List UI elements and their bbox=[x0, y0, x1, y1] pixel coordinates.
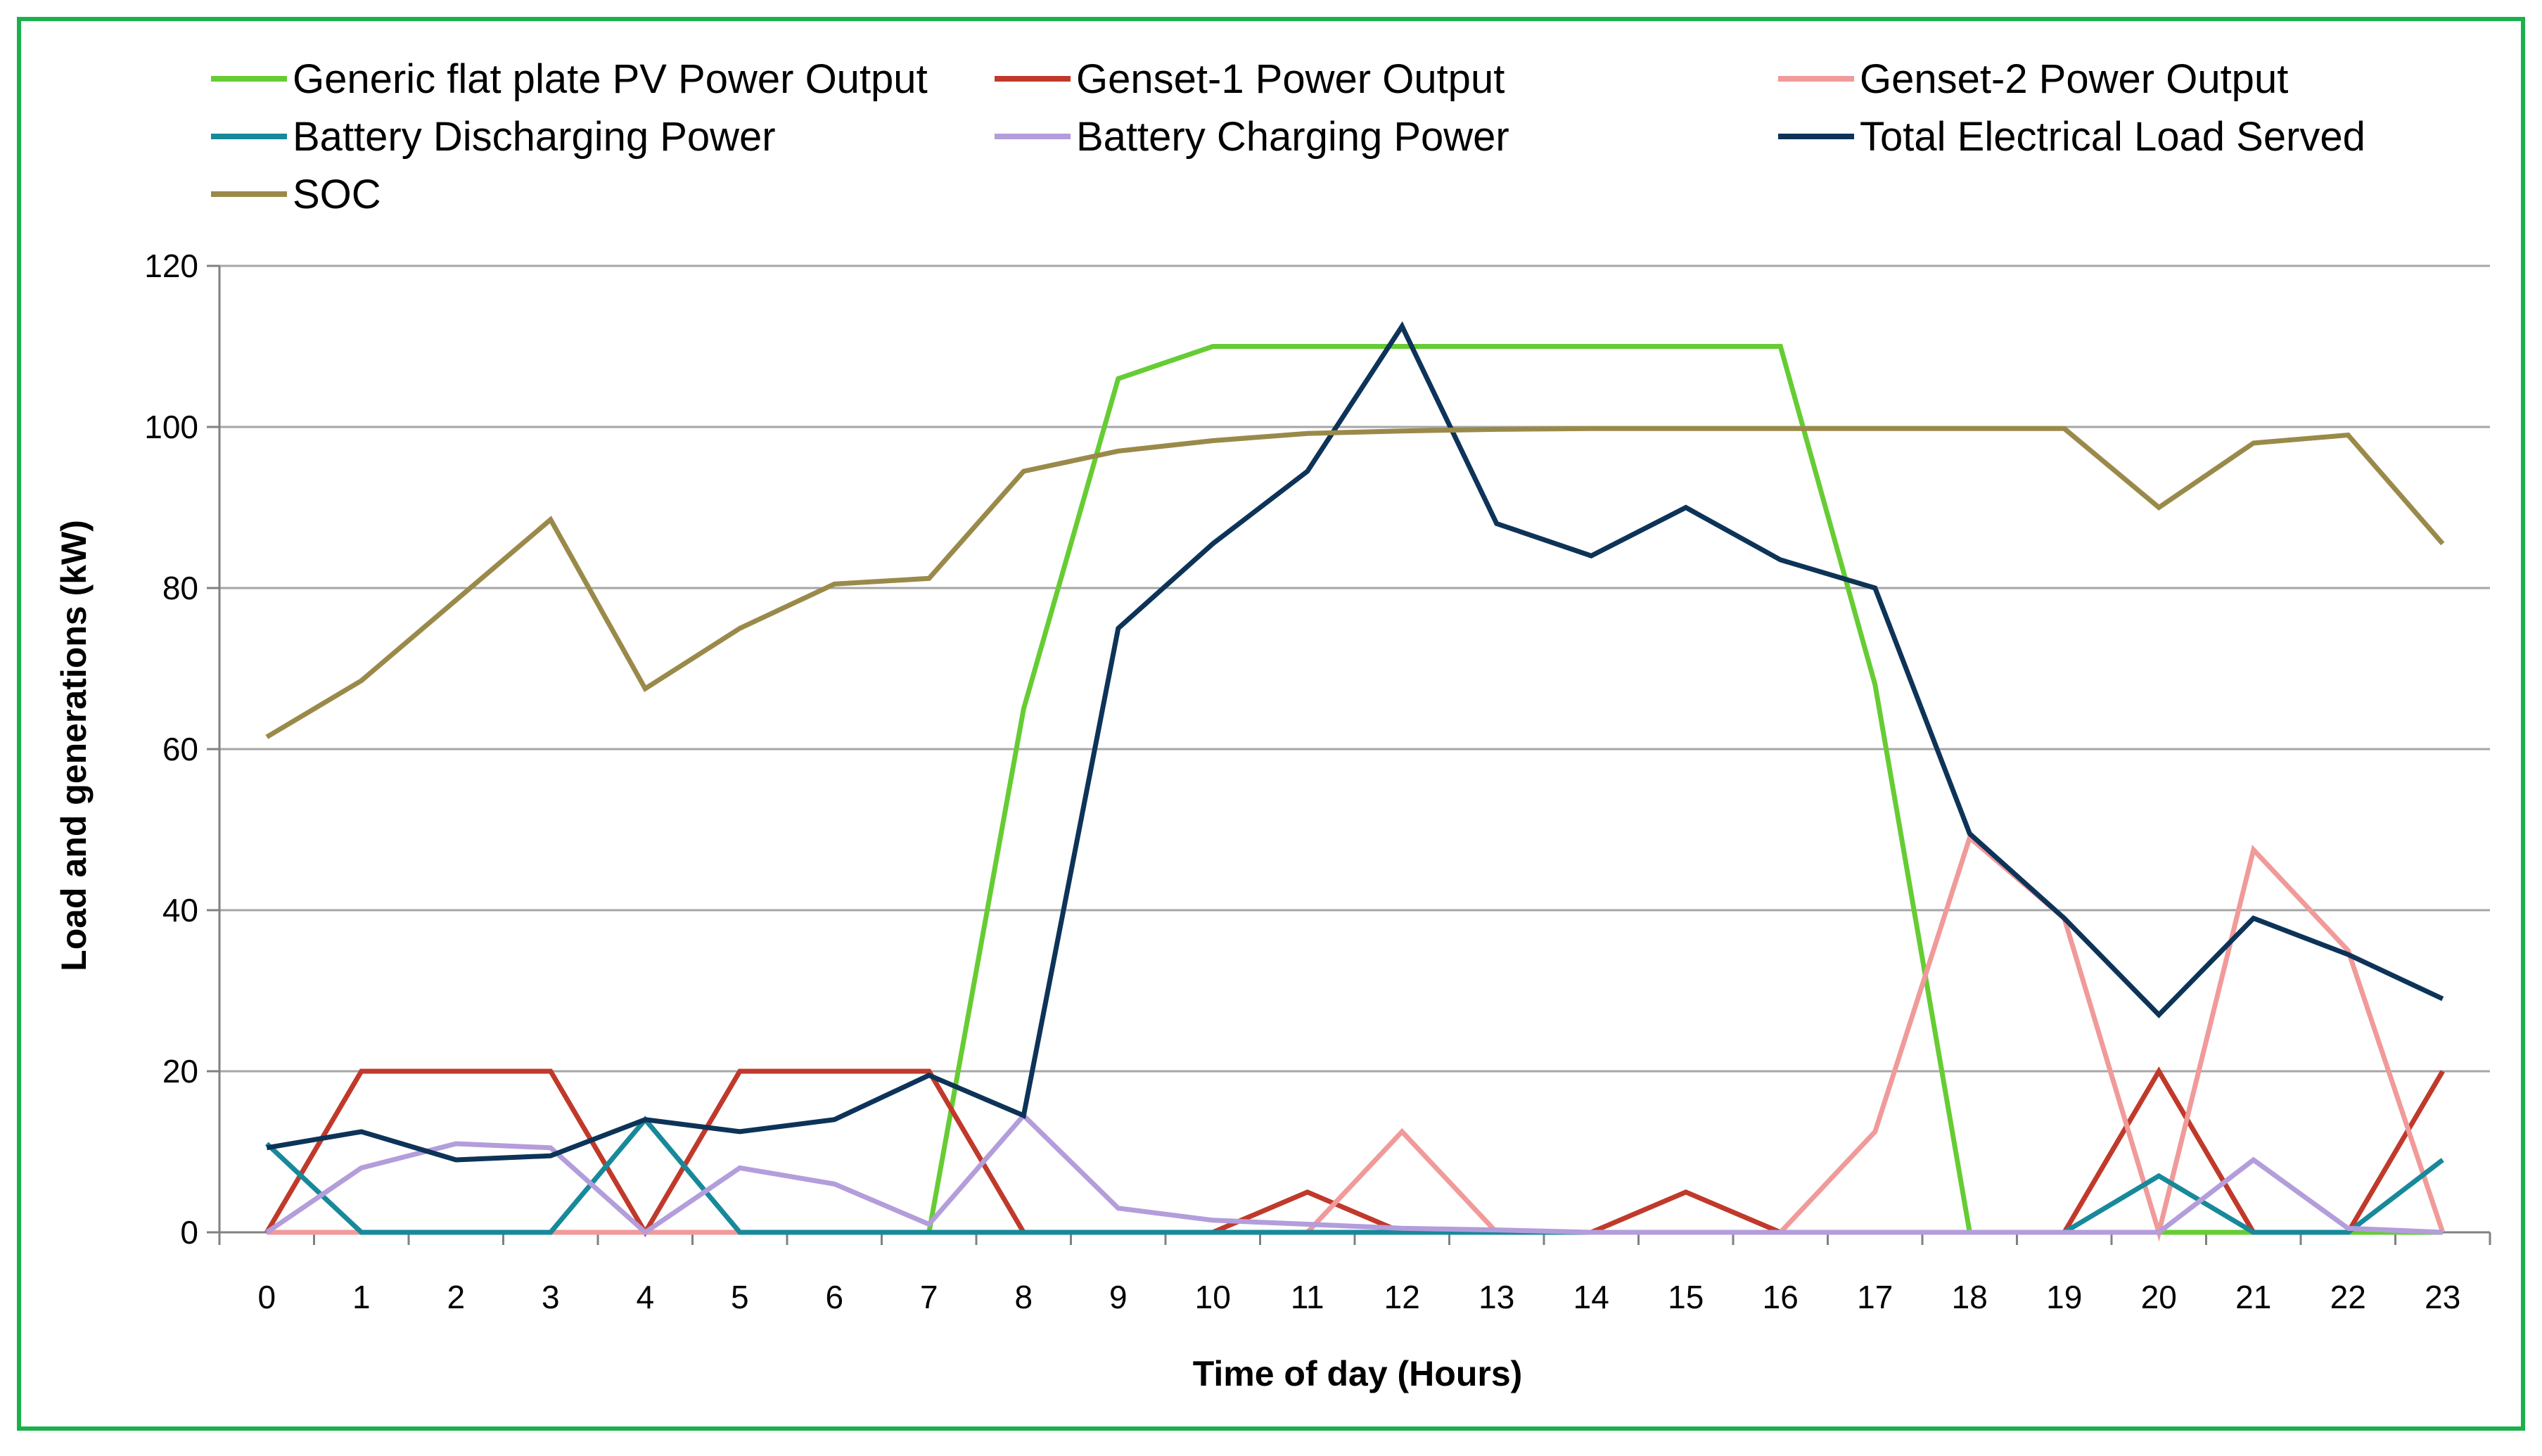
series-line-genset-2-power-output bbox=[267, 838, 2443, 1232]
x-tick-label-17: 17 bbox=[1857, 1279, 1893, 1315]
x-tick-label-12: 12 bbox=[1384, 1279, 1420, 1315]
y-tick-label: 100 bbox=[144, 409, 198, 445]
legend-label-genset-1-power-output: Genset-1 Power Output bbox=[1076, 56, 1505, 102]
legend-label-soc: SOC bbox=[293, 172, 381, 217]
series-lines bbox=[267, 326, 2443, 1232]
x-tick-label-21: 21 bbox=[2235, 1279, 2271, 1315]
legend-label-battery-charging-power: Battery Charging Power bbox=[1076, 114, 1509, 160]
y-axis-title: Load and generations (kW) bbox=[54, 520, 94, 971]
x-tick-label-11: 11 bbox=[1291, 1279, 1324, 1315]
x-tick-label-16: 16 bbox=[1763, 1279, 1799, 1315]
legend-label-genset-2-power-output: Genset-2 Power Output bbox=[1860, 56, 2288, 102]
x-tick-label-3: 3 bbox=[542, 1279, 560, 1315]
x-tick-label-5: 5 bbox=[731, 1279, 749, 1315]
y-tick-label: 0 bbox=[180, 1214, 198, 1251]
y-tick-label: 120 bbox=[144, 248, 198, 284]
x-tick-label-9: 9 bbox=[1109, 1279, 1128, 1315]
x-tick-label-1: 1 bbox=[352, 1279, 371, 1315]
x-tick-label-19: 19 bbox=[2046, 1279, 2082, 1315]
series-line-total-electrical-load-served bbox=[267, 326, 2443, 1160]
y-tick-label: 60 bbox=[162, 731, 198, 767]
x-axis-title: Time of day (Hours) bbox=[1193, 1354, 1523, 1393]
line-chart: 0204060801001200 1 2 3 4 5 6 7 8 9 10 11 12 13 14 15 16 1… bbox=[0, 0, 2542, 1456]
x-tick-label-7: 7 bbox=[920, 1279, 938, 1315]
legend-label-generic-flat-plate-pv-power-output: Generic flat plate PV Power Output bbox=[293, 56, 928, 102]
legend-label-total-electrical-load-served: Total Electrical Load Served bbox=[1860, 114, 2365, 160]
x-tick-label-14: 14 bbox=[1573, 1279, 1609, 1315]
x-tick-label-22: 22 bbox=[2330, 1279, 2366, 1315]
x-tick-label-23: 23 bbox=[2425, 1279, 2460, 1315]
series-line-battery-discharging-power bbox=[267, 1120, 2443, 1232]
series-line-soc bbox=[267, 428, 2443, 737]
y-tick-label: 40 bbox=[162, 892, 198, 928]
legend-label-battery-discharging-power: Battery Discharging Power bbox=[293, 114, 776, 160]
x-tick-label-4: 4 bbox=[636, 1279, 654, 1315]
x-tick-label-13: 13 bbox=[1478, 1279, 1514, 1315]
y-tick-label: 80 bbox=[162, 570, 198, 606]
y-tick-label: 20 bbox=[162, 1053, 198, 1090]
legend: Generic flat plate PV Power Output Genset… bbox=[211, 56, 2365, 217]
x-tick-label-6: 6 bbox=[825, 1279, 843, 1315]
x-tick-label-8: 8 bbox=[1014, 1279, 1033, 1315]
x-tick-label-15: 15 bbox=[1668, 1279, 1704, 1315]
gridlines bbox=[219, 266, 2490, 1071]
x-tick-label-20: 20 bbox=[2141, 1279, 2177, 1315]
x-tick-label-18: 18 bbox=[1952, 1279, 1988, 1315]
x-tick-label-2: 2 bbox=[447, 1279, 465, 1315]
x-tick-label-10: 10 bbox=[1195, 1279, 1231, 1315]
x-tick-label-0: 0 bbox=[257, 1279, 276, 1315]
